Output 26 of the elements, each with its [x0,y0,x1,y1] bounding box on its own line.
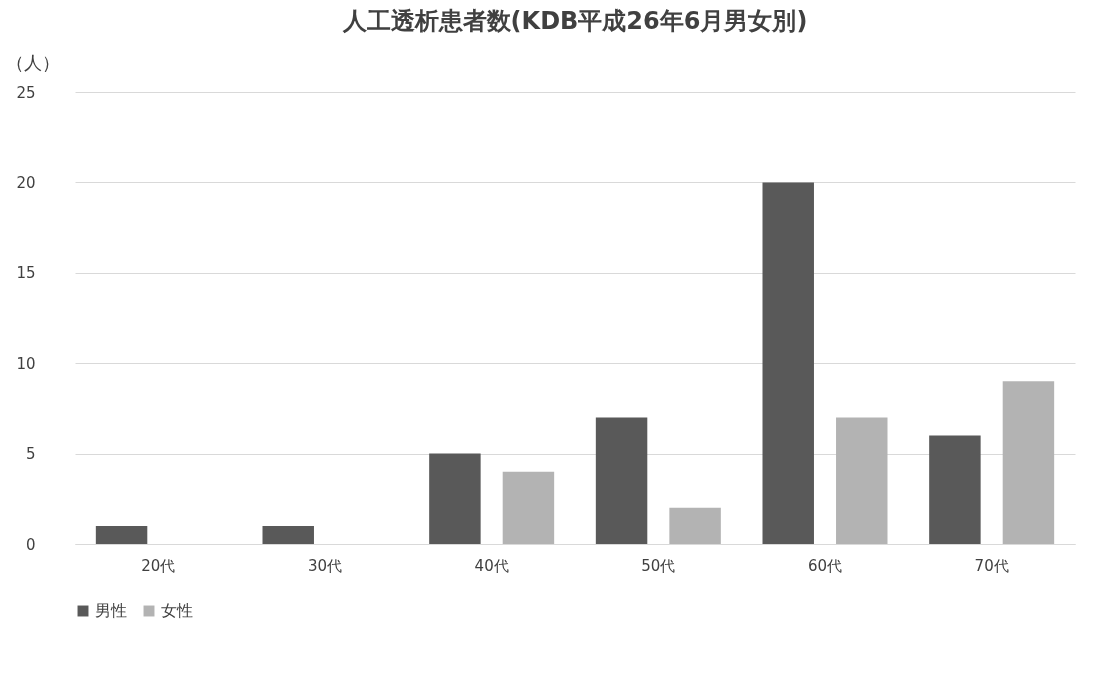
bar [762,182,814,544]
y-axis-title: （人） [5,51,60,73]
x-tick-label: 50代 [641,556,676,575]
bar [669,507,721,544]
legend-label: 男性 [95,601,127,620]
y-tick-label: 5 [25,445,36,464]
x-tick-label: 20代 [141,556,176,575]
x-tick-label: 60代 [807,556,843,575]
bar [429,453,481,544]
bar [262,525,314,544]
x-tick-label: 30代 [307,556,343,575]
bar [1002,381,1055,544]
bar [502,471,555,544]
bar [836,417,888,544]
bar [929,435,981,544]
y-tick-label: 10 [16,354,36,373]
y-tick-label: 20 [16,173,36,192]
y-tick-label: 0 [25,535,36,554]
x-tick-label: 40代 [474,556,509,575]
bar [95,525,148,544]
bar [595,417,648,544]
y-tick-label: 25 [16,83,36,102]
chart-title: 人工透析患者数(KDB平成26年6月男女別) [341,7,808,35]
x-tick-label: 70代 [974,556,1009,575]
y-tick-label: 15 [16,264,36,283]
legend-label: 女性 [161,601,193,620]
